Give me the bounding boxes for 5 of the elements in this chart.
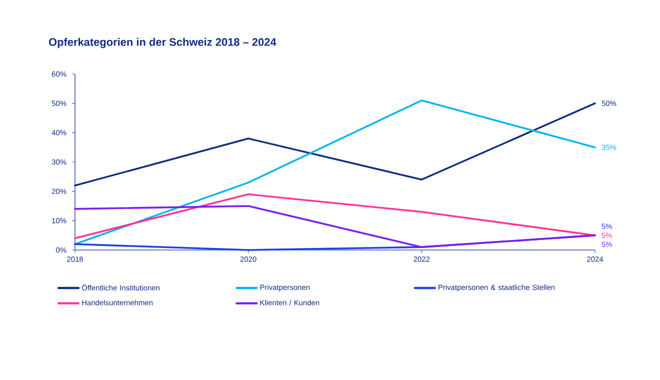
line-series	[74, 205, 596, 248]
line-series	[74, 193, 596, 240]
chart-title: Opferkategorien in der Schweiz 2018 – 2024	[48, 38, 276, 48]
line-series	[74, 102, 596, 186]
line-series	[74, 100, 596, 246]
